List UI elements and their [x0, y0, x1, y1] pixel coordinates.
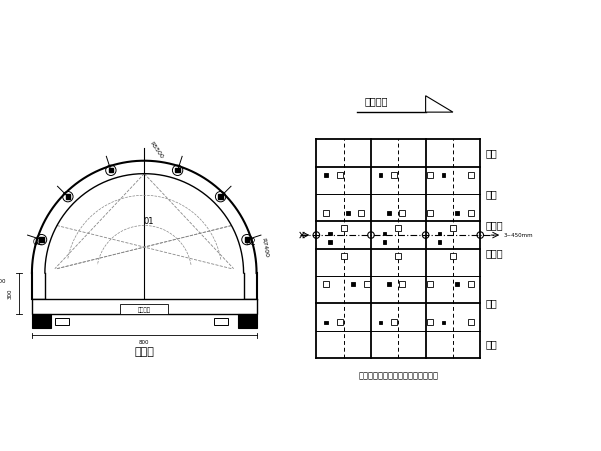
Bar: [323, 281, 329, 287]
Bar: [337, 172, 343, 178]
Text: R7400: R7400: [261, 237, 269, 258]
Bar: [337, 319, 343, 326]
Bar: [442, 173, 445, 177]
Bar: [456, 282, 459, 286]
Bar: [328, 240, 332, 244]
Text: 3~450mm: 3~450mm: [504, 233, 533, 238]
Bar: [32, 314, 51, 328]
Bar: [237, 314, 257, 328]
Bar: [450, 225, 456, 231]
Text: R5500: R5500: [148, 141, 164, 160]
Bar: [352, 282, 355, 286]
Text: 200: 200: [0, 279, 6, 284]
Bar: [214, 318, 228, 325]
Bar: [245, 238, 249, 242]
Text: 300: 300: [8, 289, 13, 299]
Bar: [323, 210, 329, 216]
Bar: [387, 282, 391, 286]
Bar: [400, 281, 406, 287]
Bar: [383, 232, 386, 235]
Text: 01: 01: [143, 216, 154, 226]
Bar: [387, 212, 391, 215]
Bar: [450, 253, 456, 258]
Bar: [379, 173, 382, 177]
Text: D2: D2: [245, 238, 256, 247]
Bar: [175, 168, 180, 172]
Bar: [346, 212, 350, 215]
Bar: [341, 225, 347, 231]
Text: 作业窗、注浆口、振捣器布置示意图: 作业窗、注浆口、振捣器布置示意图: [358, 372, 438, 381]
Bar: [438, 240, 441, 244]
Bar: [395, 253, 401, 258]
Bar: [55, 318, 69, 325]
Text: 模板清图: 模板清图: [138, 308, 151, 313]
Text: 底模: 底模: [486, 339, 498, 350]
Bar: [427, 281, 433, 287]
Bar: [468, 319, 474, 326]
Text: 边模: 边模: [486, 299, 498, 308]
Text: 主视图: 主视图: [134, 348, 154, 358]
Bar: [456, 212, 459, 215]
Bar: [324, 321, 328, 324]
Text: 底模: 底模: [486, 148, 498, 158]
Polygon shape: [426, 96, 453, 112]
Bar: [379, 321, 382, 324]
Bar: [383, 240, 386, 244]
Bar: [364, 281, 370, 287]
Text: 长顶模: 长顶模: [486, 221, 504, 230]
Text: O2: O2: [32, 238, 43, 247]
Bar: [66, 194, 70, 199]
Bar: [395, 225, 401, 231]
Text: 800: 800: [139, 341, 150, 345]
Text: 边模: 边模: [486, 189, 498, 199]
Bar: [468, 281, 474, 287]
Bar: [341, 253, 347, 258]
Bar: [427, 210, 433, 216]
Bar: [32, 299, 257, 314]
Bar: [391, 319, 397, 326]
Bar: [468, 172, 474, 178]
Bar: [427, 172, 433, 178]
Bar: [400, 210, 406, 216]
Bar: [120, 304, 168, 314]
Bar: [427, 319, 433, 326]
Bar: [109, 168, 113, 172]
Bar: [40, 238, 44, 242]
Bar: [358, 210, 364, 216]
Text: 前进方向: 前进方向: [365, 96, 388, 106]
Bar: [438, 232, 441, 235]
Bar: [468, 210, 474, 216]
Bar: [324, 173, 328, 177]
Bar: [391, 172, 397, 178]
Text: 短顶模: 短顶模: [486, 248, 504, 258]
Bar: [442, 321, 445, 324]
Bar: [328, 232, 332, 235]
Bar: [218, 194, 223, 199]
